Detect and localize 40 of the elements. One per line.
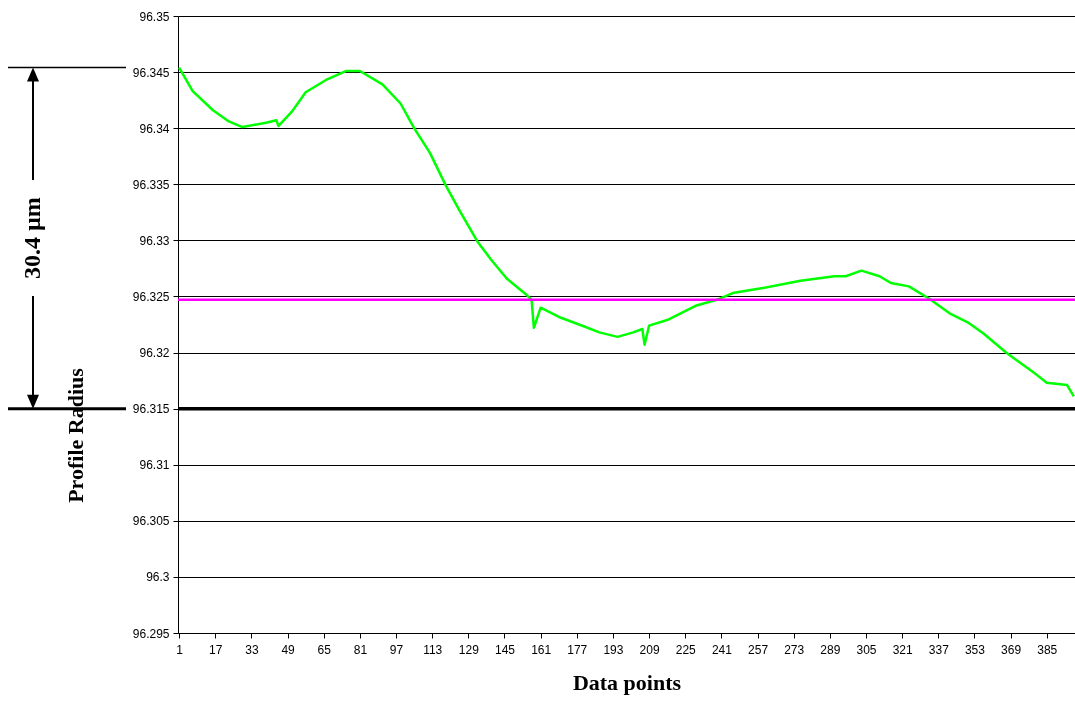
x-tick-label: 353 <box>964 642 986 657</box>
y-axis-title: Profile Radius <box>62 367 88 503</box>
x-tick-label: 321 <box>892 642 913 657</box>
y-tick-label: 96.315 <box>132 402 170 417</box>
x-tick-label: 49 <box>281 642 296 657</box>
y-tick-label: 96.295 <box>132 626 170 641</box>
y-tick-label: 96.345 <box>132 65 170 80</box>
y-tick-label: 96.35 <box>139 9 170 24</box>
y-tick-label: 96.305 <box>132 514 170 529</box>
x-tick-label: 145 <box>494 642 516 657</box>
x-tick-label: 337 <box>928 642 950 657</box>
x-tick-label: 97 <box>389 642 404 657</box>
x-tick-label: 161 <box>531 642 552 657</box>
x-tick-label: 65 <box>317 642 332 657</box>
y-tick-label: 96.335 <box>132 177 170 192</box>
text: 30.4 µm <box>19 197 45 280</box>
x-tick-label: 193 <box>603 642 624 657</box>
x-tick-label: 1 <box>176 642 184 657</box>
x-tick-label: 273 <box>784 642 805 657</box>
y-tick-label: 96.325 <box>132 289 170 304</box>
y-tick-label: 96.33 <box>139 233 170 248</box>
x-tick-label: 305 <box>856 642 877 657</box>
x-tick-label: 33 <box>245 642 259 657</box>
y-tick-label: 96.31 <box>139 458 170 473</box>
x-tick-label: 369 <box>1001 642 1022 657</box>
x-tick-label: 129 <box>458 642 480 657</box>
x-tick-label: 17 <box>209 642 223 657</box>
x-tick-label: 81 <box>353 642 368 657</box>
x-tick-label: 177 <box>567 642 588 657</box>
x-tick-label: 289 <box>820 642 841 657</box>
x-tick-label: 225 <box>675 642 697 657</box>
x-axis-title: Data points <box>572 669 682 695</box>
x-tick-label: 241 <box>711 642 733 657</box>
x-tick-label: 113 <box>423 642 443 657</box>
y-tick-label: 96.32 <box>139 346 170 361</box>
x-tick-label: 385 <box>1037 642 1058 657</box>
y-tick-label: 96.34 <box>139 121 170 136</box>
y-tick-label: 96.3 <box>146 570 170 585</box>
x-tick-label: 257 <box>748 642 769 657</box>
x-tick-label: 209 <box>639 642 660 657</box>
